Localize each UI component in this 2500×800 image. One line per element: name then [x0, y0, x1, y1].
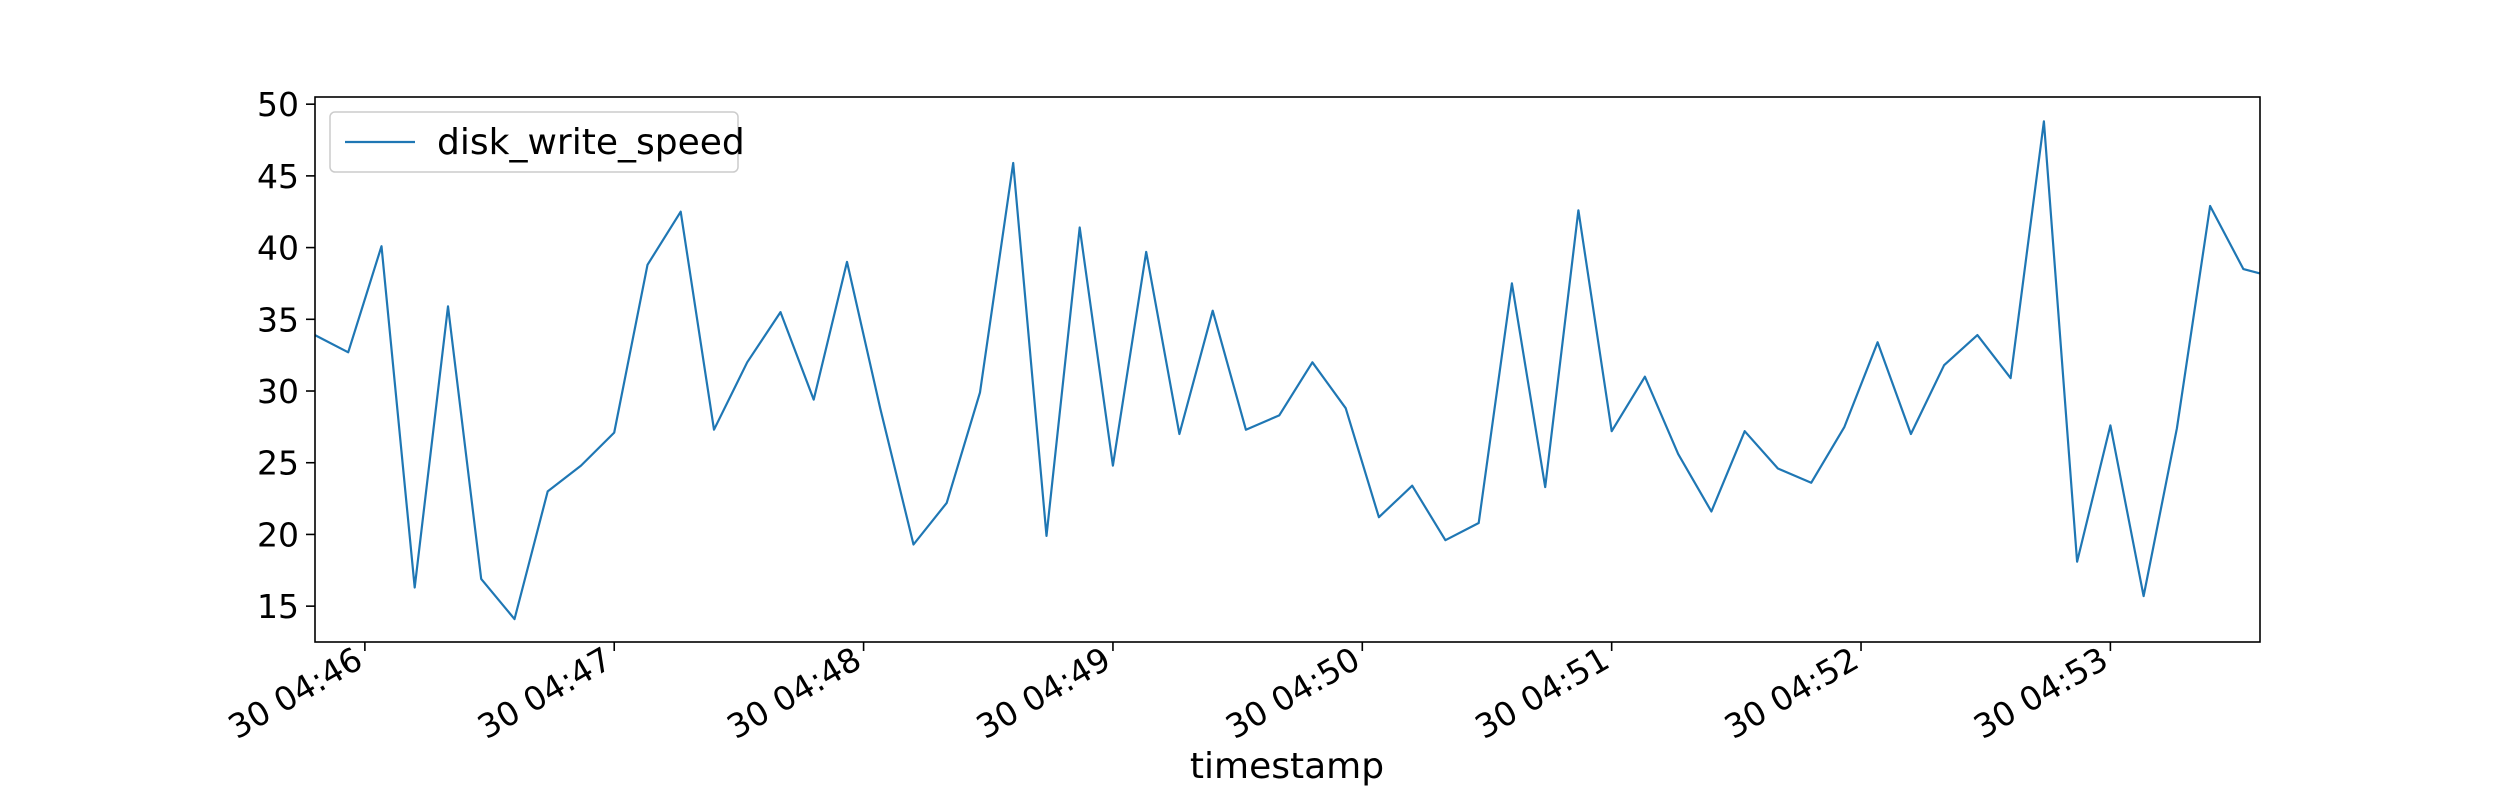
data-point: [1842, 425, 1846, 429]
data-point: [646, 263, 650, 267]
data-point: [1310, 360, 1314, 364]
data-point: [1177, 432, 1181, 436]
x-axis-title: timestamp: [1190, 746, 1384, 787]
data-point: [912, 543, 916, 547]
data-point: [1277, 413, 1281, 417]
data-point: [1776, 467, 1780, 471]
y-axis: 15 20 25 30 35 40 45 50: [257, 85, 315, 626]
data-point: [1377, 515, 1381, 519]
data-point: [2009, 376, 2013, 380]
data-point: [1576, 208, 1580, 212]
data-point: [2108, 423, 2112, 427]
data-point: [1211, 309, 1215, 313]
data-point: [346, 350, 350, 354]
data-point: [413, 586, 417, 590]
legend-box: [329, 111, 739, 173]
data-point: [978, 390, 982, 394]
data-point: [779, 310, 783, 314]
y-tick-label: 40: [257, 229, 299, 268]
data-point: [479, 577, 483, 581]
y-tick-label: 25: [257, 444, 299, 483]
data-point: [1676, 452, 1680, 456]
data-point: [1809, 481, 1813, 485]
data-point: [612, 431, 616, 435]
data-point: [1543, 485, 1547, 489]
data-point: [2075, 560, 2079, 564]
data-point: [1111, 464, 1115, 468]
data-point: [1344, 406, 1348, 410]
data-point: [1477, 521, 1481, 525]
y-tick-label: 20: [257, 515, 299, 554]
data-point: [1909, 432, 1913, 436]
data-point: [2208, 204, 2212, 208]
y-tick-label: 50: [257, 85, 299, 124]
legend-label: disk_write_speed: [437, 122, 745, 163]
data-point: [1643, 375, 1647, 379]
data-point: [1876, 340, 1880, 344]
data-point: [812, 398, 816, 402]
data-point: [1045, 534, 1049, 538]
data-point: [845, 260, 849, 264]
legend: disk_write_speed: [329, 111, 745, 173]
data-point: [878, 406, 882, 410]
data-point: [1410, 484, 1414, 488]
data-point: [1709, 510, 1713, 514]
data-point: [2042, 119, 2046, 123]
y-tick-label: 30: [257, 372, 299, 411]
data-point: [1510, 281, 1514, 285]
data-point: [1144, 250, 1148, 254]
y-tick-label: 35: [257, 300, 299, 339]
data-point: [513, 617, 517, 621]
data-point: [1078, 226, 1082, 230]
data-point: [2175, 426, 2179, 430]
y-tick-label: 15: [257, 587, 299, 626]
data-point: [1975, 333, 1979, 337]
data-point: [712, 428, 716, 432]
series-line-disk_write_speed: [314, 120, 2261, 621]
data-point: [1942, 363, 1946, 367]
data-point: [546, 489, 550, 493]
data-point: [446, 304, 450, 308]
data-point: [1610, 429, 1614, 433]
y-tick-label: 45: [257, 157, 299, 196]
data-point: [679, 210, 683, 214]
data-point: [380, 244, 384, 248]
data-point: [579, 464, 583, 468]
plot-frame: [314, 96, 2261, 643]
data-point: [1743, 429, 1747, 433]
data-point: [2241, 267, 2245, 271]
data-point: [1443, 538, 1447, 542]
data-point: [945, 501, 949, 505]
data-point: [2142, 594, 2146, 598]
data-point: [1011, 161, 1015, 165]
data-point: [745, 360, 749, 364]
data-point: [1244, 428, 1248, 432]
